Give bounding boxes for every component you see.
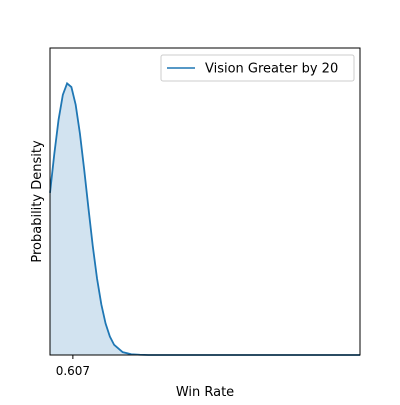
x-axis-label: Win Rate bbox=[176, 385, 234, 400]
legend: Vision Greater by 20 bbox=[160, 54, 355, 82]
legend-label: Vision Greater by 20 bbox=[205, 62, 338, 77]
axes-frame bbox=[49, 47, 361, 356]
legend-box bbox=[160, 54, 355, 82]
density-fill-area bbox=[50, 83, 360, 355]
x-tick-label: 0.607 bbox=[56, 364, 90, 378]
x-axis-ticks: 0.607 bbox=[56, 355, 90, 378]
y-axis-label: Probability Density bbox=[30, 140, 45, 263]
